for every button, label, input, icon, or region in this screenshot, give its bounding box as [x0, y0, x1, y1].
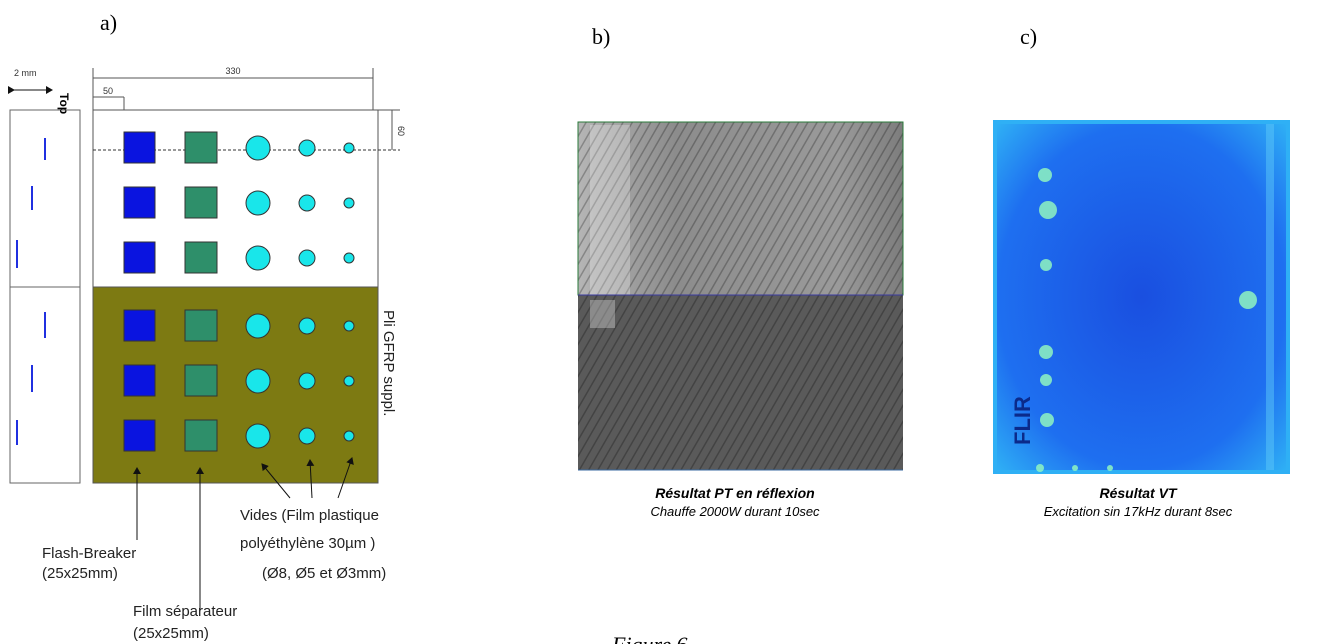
void [245, 368, 271, 394]
side-view [9, 109, 81, 484]
annotation: Flash-Breaker [42, 545, 136, 562]
ply-label: Pli GFRP suppl. [380, 310, 397, 416]
flash-breaker [123, 241, 156, 274]
caption-subtitle: Chauffe 2000W durant 10sec [650, 504, 820, 519]
film-separator [184, 131, 218, 164]
hot-spot [590, 125, 630, 295]
annotation: (Ø8, Ø5 et Ø3mm) [262, 565, 386, 582]
void [245, 245, 271, 271]
void [298, 139, 316, 157]
void [343, 252, 355, 264]
hot-spots [1036, 168, 1257, 472]
void [245, 190, 271, 216]
film-separator [184, 309, 218, 342]
arrow [261, 463, 291, 499]
void [343, 320, 355, 332]
void [298, 372, 316, 390]
top-label: Top [57, 93, 71, 114]
dim-label: 60 [396, 126, 406, 136]
scale-label: 2 mm [14, 68, 37, 78]
film-separator [184, 419, 218, 452]
void [298, 427, 316, 445]
void [343, 430, 355, 442]
panel-label: b) [592, 24, 610, 49]
flash-breaker [123, 364, 156, 397]
void [343, 375, 355, 387]
dim-label: 50 [103, 86, 113, 96]
hot-spot [1038, 168, 1052, 182]
caption-title: Résultat PT en réflexion [655, 485, 814, 501]
flash-breaker [123, 186, 156, 219]
annotation: (25x25mm) [133, 625, 209, 642]
annotation: Vides (Film plastique [240, 507, 379, 524]
flash-breaker [123, 131, 156, 164]
void [245, 423, 271, 449]
hot-spot [1036, 464, 1044, 472]
void [245, 313, 271, 339]
void [343, 142, 355, 154]
flash-breaker [123, 419, 156, 452]
annotation: polyéthylène 30µm ) [240, 535, 375, 552]
hot-spot [590, 300, 615, 328]
void [298, 317, 316, 335]
annotation: Film séparateur [133, 603, 237, 620]
hot-spot [1040, 374, 1052, 386]
figure-caption: Figure 6 [611, 632, 688, 644]
hot-spot [1040, 259, 1052, 271]
texture [578, 122, 903, 470]
panel-label: c) [1020, 24, 1037, 49]
void [298, 249, 316, 267]
panel-label: a) [100, 10, 117, 35]
hot-spot [1040, 413, 1054, 427]
hot-spot [1072, 465, 1078, 471]
hot-spot [1039, 201, 1057, 219]
film-separator [184, 241, 218, 274]
caption-title: Résultat VT [1099, 485, 1177, 501]
flash-breaker [123, 309, 156, 342]
hot-spot [1239, 291, 1257, 309]
arrow [306, 459, 315, 499]
hot-spot [1039, 345, 1053, 359]
defects [123, 131, 355, 452]
hot-spot [1107, 465, 1113, 471]
edge [1266, 124, 1274, 470]
dim-label: 330 [225, 66, 240, 76]
annotation: (25x25mm) [42, 565, 118, 582]
caption-subtitle: Excitation sin 17kHz durant 8sec [1044, 504, 1233, 519]
logo: FLIR [1010, 396, 1035, 445]
film-separator [184, 186, 218, 219]
void [245, 135, 271, 161]
void [298, 194, 316, 212]
void [343, 197, 355, 209]
film-separator [184, 364, 218, 397]
arrow [337, 457, 354, 499]
